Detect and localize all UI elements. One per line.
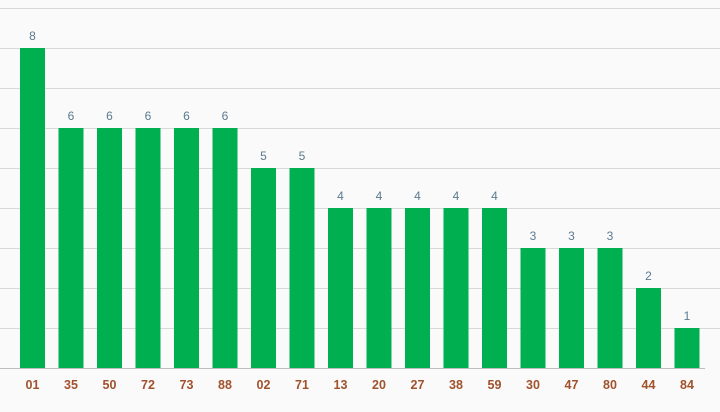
value-label: 4 bbox=[491, 189, 498, 203]
value-label: 6 bbox=[222, 109, 229, 123]
value-label: 4 bbox=[414, 189, 421, 203]
bar bbox=[366, 208, 392, 368]
value-label: 6 bbox=[183, 109, 190, 123]
bar bbox=[251, 168, 276, 368]
value-label: 3 bbox=[607, 229, 614, 243]
value-label: 2 bbox=[645, 269, 652, 283]
category-label: 27 bbox=[411, 378, 425, 392]
bar bbox=[520, 248, 546, 368]
category-label: 30 bbox=[526, 378, 540, 392]
value-label: 4 bbox=[337, 189, 344, 203]
value-label: 5 bbox=[260, 149, 267, 163]
category-label: 50 bbox=[103, 378, 117, 392]
bar bbox=[58, 128, 84, 368]
value-label: 6 bbox=[145, 109, 152, 123]
value-label: 4 bbox=[453, 189, 460, 203]
bar bbox=[636, 288, 661, 368]
bar bbox=[328, 208, 353, 368]
category-label: 20 bbox=[372, 378, 386, 392]
category-label: 02 bbox=[257, 378, 271, 392]
value-label: 3 bbox=[568, 229, 575, 243]
category-label: 47 bbox=[565, 378, 579, 392]
bar bbox=[443, 208, 469, 368]
value-label: 4 bbox=[376, 189, 383, 203]
bar bbox=[482, 208, 507, 368]
bar bbox=[597, 248, 623, 368]
bar bbox=[674, 328, 700, 368]
category-label: 73 bbox=[180, 378, 194, 392]
category-label: 38 bbox=[449, 378, 463, 392]
category-labels: 01 35 50 72 73 88 02 71 13 20 27 38 59 30 47 80 44 84 bbox=[26, 378, 694, 392]
bar bbox=[212, 128, 238, 368]
value-label: 8 bbox=[29, 29, 36, 43]
bar bbox=[289, 168, 315, 368]
bar bbox=[405, 208, 430, 368]
value-label: 6 bbox=[106, 109, 113, 123]
category-label: 35 bbox=[64, 378, 78, 392]
value-labels: 8 6 6 6 6 6 5 5 4 4 4 4 4 3 3 3 2 1 bbox=[29, 29, 691, 323]
category-label: 13 bbox=[334, 378, 348, 392]
bar bbox=[174, 128, 199, 368]
category-label: 72 bbox=[141, 378, 155, 392]
category-label: 84 bbox=[680, 378, 694, 392]
category-label: 59 bbox=[488, 378, 502, 392]
value-label: 6 bbox=[68, 109, 75, 123]
bar bbox=[20, 48, 45, 368]
value-label: 5 bbox=[299, 149, 306, 163]
value-label: 3 bbox=[530, 229, 537, 243]
category-label: 80 bbox=[603, 378, 617, 392]
bar bbox=[97, 128, 122, 368]
category-label: 01 bbox=[26, 378, 40, 392]
category-label: 71 bbox=[295, 378, 309, 392]
bars bbox=[20, 48, 700, 368]
bar bbox=[559, 248, 584, 368]
category-label: 88 bbox=[218, 378, 232, 392]
bar bbox=[135, 128, 161, 368]
value-label: 1 bbox=[684, 309, 691, 323]
category-label: 44 bbox=[642, 378, 656, 392]
